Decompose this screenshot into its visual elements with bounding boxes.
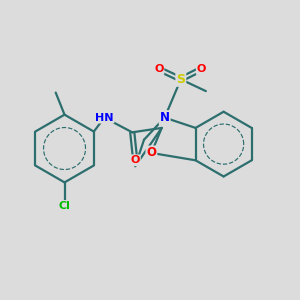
Text: O: O xyxy=(146,146,156,159)
Text: O: O xyxy=(197,64,206,74)
Text: N: N xyxy=(160,111,170,124)
Text: O: O xyxy=(154,64,164,74)
Text: O: O xyxy=(130,155,140,165)
Text: HN: HN xyxy=(95,112,113,123)
Text: S: S xyxy=(176,73,185,86)
Text: Cl: Cl xyxy=(58,201,70,211)
